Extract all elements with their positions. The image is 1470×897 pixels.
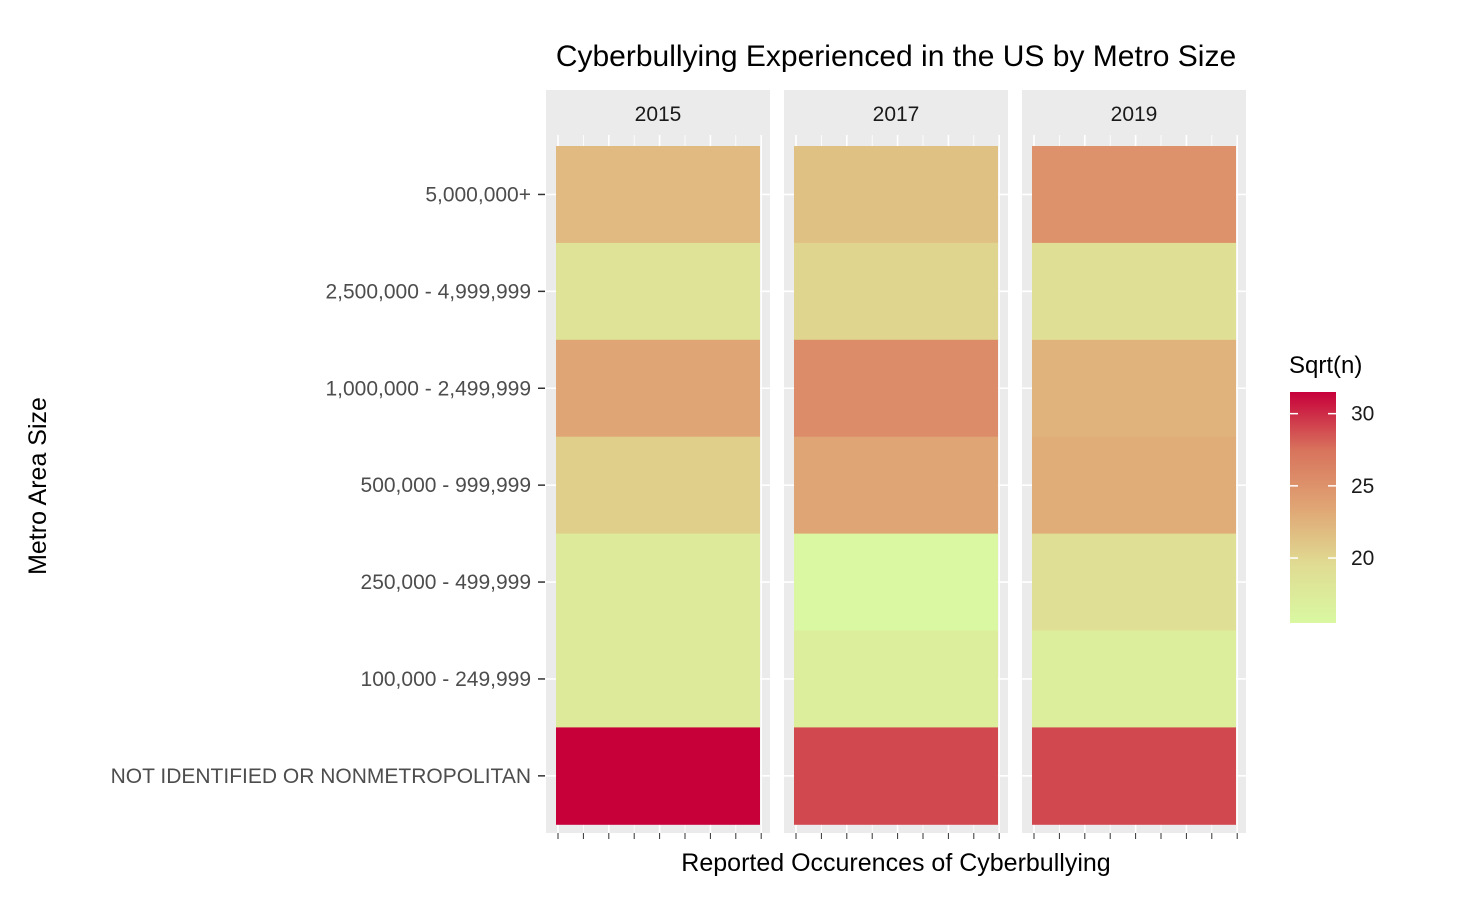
heatmap-tile-2019-4 [1032, 436, 1236, 535]
legend-tick-label: 30 [1351, 403, 1374, 426]
legend-tick-label: 20 [1351, 547, 1374, 570]
y-axis: 5,000,000+ 2,500,000 - 4,999,999 1,000,000… [111, 183, 545, 788]
chart-title: Cyberbullying Experienced in the US by M… [556, 40, 1236, 73]
heatmap-tile-2019-5 [1032, 533, 1236, 631]
heatmap-tile-2017-4 [794, 436, 998, 535]
facet-strip-label: 2015 [635, 103, 682, 126]
heatmap-tile-2015-5 [556, 533, 760, 631]
y-tick-label: 250,000 - 499,999 [361, 571, 531, 594]
y-tick-label: 500,000 - 999,999 [361, 474, 531, 497]
facet-strip-label: 2019 [1111, 103, 1158, 126]
heatmap-tile-2019-1 [1032, 146, 1236, 244]
heatmap-tile-2019-3 [1032, 339, 1236, 438]
legend-tick-label: 25 [1351, 475, 1374, 498]
facet-panels: 2015 2017 2019 [546, 90, 1246, 839]
y-tick-label: 5,000,000+ [425, 183, 531, 206]
color-legend: Sqrt(n) 20 25 30 [1289, 352, 1374, 623]
heatmap-tile-2017-6 [794, 630, 998, 728]
y-tick-label: 1,000,000 - 2,499,999 [325, 377, 531, 400]
legend-colorbar [1290, 392, 1336, 623]
heatmap-tile-2015-1 [556, 146, 760, 244]
y-tick-label: NOT IDENTIFIED OR NONMETROPOLITAN [111, 765, 531, 788]
facet-strip-bg [1022, 90, 1246, 135]
facet-strip-bg [546, 90, 770, 135]
heatmap-tile-2017-3 [794, 339, 998, 438]
heatmap-tile-2019-7 [1032, 727, 1236, 825]
y-tick-label: 100,000 - 249,999 [361, 668, 531, 691]
facet-2019: 2019 [1022, 90, 1246, 839]
heatmap-tile-2017-1 [794, 146, 998, 244]
x-axis-label: Reported Occurences of Cyberbullying [681, 849, 1110, 877]
heatmap-tile-2015-4 [556, 436, 760, 535]
y-axis-label: Metro Area Size [24, 397, 52, 575]
y-tick-label: 2,500,000 - 4,999,999 [325, 280, 531, 303]
legend-title: Sqrt(n) [1289, 352, 1362, 379]
facet-strip-label: 2017 [873, 103, 920, 126]
heatmap-tile-2015-7 [556, 727, 760, 825]
facet-2015: 2015 [546, 90, 770, 839]
heatmap-tile-2017-7 [794, 727, 998, 825]
heatmap-tile-2015-3 [556, 339, 760, 438]
facet-2017: 2017 [784, 90, 1008, 839]
heatmap-tile-2017-5 [794, 533, 998, 631]
heatmap-tile-2019-6 [1032, 630, 1236, 728]
heatmap-tile-2019-2 [1032, 242, 1236, 341]
heatmap-tile-2015-2 [556, 242, 760, 341]
facet-strip-bg [784, 90, 1008, 135]
heatmap-tile-2015-6 [556, 630, 760, 728]
heatmap-tile-2017-2 [794, 242, 998, 341]
